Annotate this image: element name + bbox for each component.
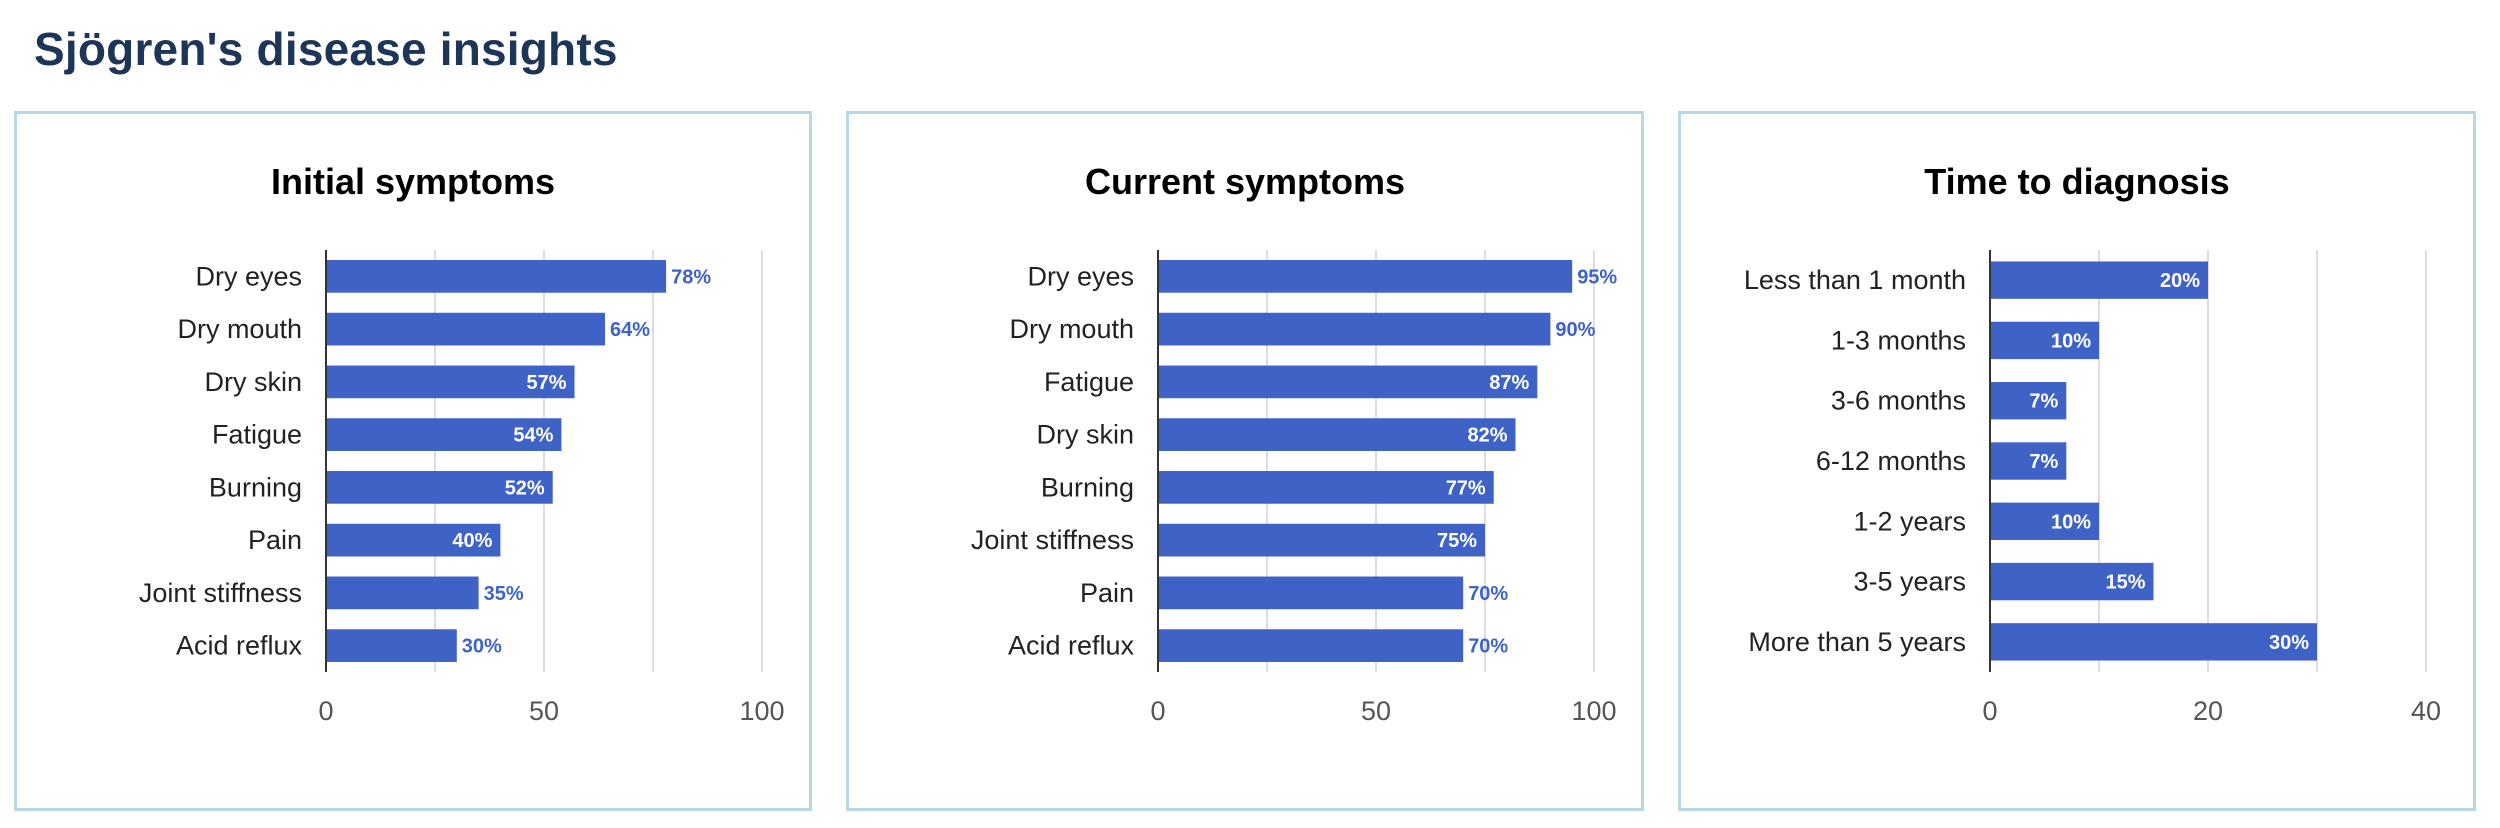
category-label: Dry skin: [204, 367, 302, 397]
data-label: 30%: [2269, 632, 2309, 654]
data-label: 77%: [1446, 477, 1486, 499]
bar: [1990, 442, 2067, 480]
x-tick-label: 0: [1150, 696, 1165, 726]
data-label: 57%: [526, 372, 566, 394]
chart-title: Time to diagnosis: [1924, 161, 2229, 202]
chart-panel-current-symptoms: Current symptoms 0 50 100 Dry eyes 95% Dry mou…: [846, 111, 1644, 811]
chart-time-to-diagnosis: Time to diagnosis 0 20 40 Less than 1 month 2…: [1744, 161, 2441, 726]
bar: [326, 471, 553, 504]
category-label: Less than 1 month: [1744, 265, 1966, 295]
category-label: Pain: [1080, 578, 1134, 608]
bar: [1158, 418, 1516, 451]
data-label: 40%: [452, 530, 492, 552]
category-label: Joint stiffness: [139, 578, 302, 608]
category-label: Joint stiffness: [971, 525, 1134, 555]
category-label: Burning: [209, 472, 302, 502]
bar: [326, 365, 575, 399]
category-label: More than 5 years: [1748, 627, 1966, 657]
data-label: 87%: [1489, 372, 1529, 394]
bar: [1158, 260, 1573, 293]
x-tick-label: 0: [1982, 696, 1997, 726]
x-tick-label: 20: [2193, 696, 2223, 726]
bar: [1990, 382, 2067, 420]
chart-panel-initial-symptoms: Initial symptoms 0 50 100 Dry eyes 78% Dry mou…: [14, 111, 812, 811]
data-label: 7%: [2029, 391, 2058, 413]
data-label: 75%: [1437, 530, 1477, 552]
data-label: 64%: [610, 319, 650, 341]
bar: [1990, 261, 2208, 299]
data-label: 35%: [484, 583, 524, 605]
category-label: 1-2 years: [1853, 506, 1966, 536]
bar: [1990, 502, 2099, 540]
category-label: Dry eyes: [1027, 261, 1134, 291]
data-label: 30%: [462, 636, 502, 658]
bar: [1158, 629, 1464, 662]
data-label: 70%: [1468, 583, 1508, 605]
category-label: 6-12 months: [1816, 446, 1966, 476]
bar: [326, 312, 606, 346]
category-label: Dry mouth: [177, 314, 302, 344]
bar: [1990, 562, 2154, 601]
bar: [326, 629, 457, 662]
category-label: Acid reflux: [176, 631, 303, 661]
category-label: Fatigue: [1044, 367, 1134, 397]
x-tick-label: 50: [529, 696, 559, 726]
data-label: 82%: [1467, 425, 1507, 447]
category-label: Dry skin: [1036, 420, 1134, 450]
x-tick-label: 100: [739, 696, 784, 726]
bar: [1158, 365, 1538, 399]
chart-initial-symptoms: Initial symptoms 0 50 100 Dry eyes 78% Dry mou…: [139, 161, 785, 726]
x-tick-label: 50: [1361, 696, 1391, 726]
data-label: 52%: [505, 477, 545, 499]
bar: [1990, 321, 2099, 360]
category-label: Fatigue: [212, 420, 302, 450]
bar: [326, 260, 667, 293]
data-label: 10%: [2051, 330, 2091, 352]
bar: [1158, 471, 1494, 504]
bar: [1158, 576, 1464, 610]
data-label: 15%: [2105, 572, 2145, 594]
data-label: 20%: [2160, 270, 2200, 292]
chart-title: Initial symptoms: [271, 161, 555, 202]
data-label: 10%: [2051, 511, 2091, 533]
data-label: 90%: [1555, 319, 1595, 341]
data-label: 95%: [1577, 266, 1617, 288]
bar: [326, 523, 501, 557]
data-label: 70%: [1468, 636, 1508, 658]
category-label: 3-6 months: [1831, 386, 1966, 416]
category-label: Acid reflux: [1008, 631, 1135, 661]
x-tick-label: 40: [2411, 696, 2441, 726]
x-tick-label: 0: [318, 696, 333, 726]
chart-current-symptoms: Current symptoms 0 50 100 Dry eyes 95% Dry mou…: [971, 161, 1618, 726]
bar: [1158, 312, 1551, 346]
bar: [1990, 623, 2317, 661]
page-title: Sjögren's disease insights: [34, 23, 618, 75]
category-label: Dry eyes: [195, 261, 302, 291]
data-label: 7%: [2029, 451, 2058, 473]
category-label: 1-3 months: [1831, 325, 1966, 355]
x-tick-label: 100: [1571, 696, 1616, 726]
category-label: Burning: [1041, 472, 1134, 502]
bar: [326, 418, 562, 451]
category-label: Dry mouth: [1009, 314, 1134, 344]
category-label: 3-5 years: [1853, 567, 1966, 597]
chart-title: Current symptoms: [1085, 161, 1405, 202]
data-label: 78%: [671, 266, 711, 288]
chart-panel-time-to-diagnosis: Time to diagnosis 0 20 40 Less than 1 month 2…: [1678, 111, 2476, 811]
data-label: 54%: [513, 425, 553, 447]
category-label: Pain: [248, 525, 302, 555]
bar: [1158, 523, 1485, 557]
bar: [326, 576, 479, 610]
